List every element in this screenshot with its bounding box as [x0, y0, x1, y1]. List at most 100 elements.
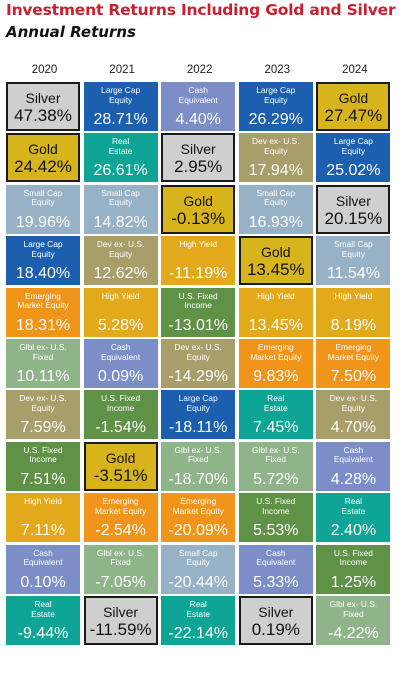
- cell-2024-dev-ex-u-s-equity: Dev ex- U.S. Equity 4.70%: [316, 390, 391, 440]
- asset-label: Glbl ex- U.S. Fixed: [252, 444, 300, 465]
- return-value: 4.40%: [175, 111, 221, 128]
- cell-2023-emerging-market-equity: Emerging Market Equity 9.83%: [238, 339, 313, 388]
- asset-label: Cash Equivalent: [333, 444, 373, 465]
- return-value: 1.25%: [330, 573, 377, 591]
- return-value: 8.19%: [330, 316, 377, 334]
- cell-2023-glbl-ex-u-s-fixed: Glbl ex- U.S. Fixed 5.72%: [238, 441, 313, 491]
- return-value: 27.47%: [324, 106, 383, 125]
- asset-label: Small Cap Equity: [178, 547, 218, 568]
- return-value: 7.51%: [20, 470, 66, 488]
- asset-label: Glbl ex- U.S. Fixed: [174, 444, 222, 465]
- return-value: 7.45%: [253, 419, 299, 437]
- return-value: 10.11%: [16, 368, 70, 385]
- asset-label: Silver: [258, 604, 294, 620]
- return-value: 5.53%: [253, 522, 299, 540]
- asset-label: Glbl ex- U.S. Fixed: [19, 342, 67, 362]
- cell-2022-small-cap-equity: Small Cap Equity -20.44%: [161, 544, 236, 594]
- return-value: 0.09%: [97, 368, 144, 385]
- asset-label: Dev ex- U.S. Equity: [329, 393, 378, 413]
- return-value: 0.19%: [251, 620, 300, 639]
- asset-label: Small Cap Equity: [101, 187, 140, 208]
- cell-2021-glbl-ex-u-s-fixed: Glbl ex- U.S. Fixed -7.05%: [83, 544, 158, 594]
- cell-2022-emerging-market-equity: Emerging Market Equity -20.09%: [161, 493, 236, 543]
- asset-label: Large Cap Equity: [101, 85, 141, 105]
- cell-2023-real-estate: Real Estate 7.45%: [238, 390, 313, 440]
- cell-2022-u-s-fixed-income: U.S. Fixed Income -13.01%: [161, 287, 236, 337]
- asset-label: Small Cap Equity: [256, 187, 296, 208]
- asset-label: Emerging Market Equity: [17, 290, 69, 311]
- cell-2020-u-s-fixed-income: U.S. Fixed Income 7.51%: [6, 441, 80, 491]
- return-value: -3.51%: [93, 465, 148, 485]
- asset-label: Cash Equivalent: [178, 85, 218, 105]
- cell-2024-cash-equivalent: Cash Equivalent 4.28%: [316, 441, 391, 491]
- year-header-2020: 2020: [31, 64, 58, 76]
- asset-label: Silver: [25, 90, 61, 106]
- cell-2020-emerging-market-equity: Emerging Market Equity 18.31%: [6, 287, 80, 337]
- return-value: 4.70%: [330, 419, 377, 437]
- chart-subtitle: Annual Returns: [6, 23, 136, 41]
- return-value: -7.05%: [95, 573, 146, 591]
- cell-2020-small-cap-equity: Small Cap Equity 19.96%: [6, 184, 80, 234]
- asset-label: Silver: [335, 192, 371, 209]
- return-value: 26.61%: [93, 162, 148, 180]
- asset-label: U.S. Fixed Income: [178, 290, 218, 311]
- cell-2021-cash-equivalent: Cash Equivalent 0.09%: [83, 339, 158, 388]
- return-value: 26.29%: [248, 111, 303, 128]
- return-value: -0.13%: [171, 208, 226, 228]
- return-value: 2.40%: [330, 522, 377, 540]
- return-value: -18.70%: [168, 470, 228, 488]
- return-value: 13.45%: [248, 316, 303, 334]
- returns-grid: 2020 Silver 47.38% Gold 24.42% Small Cap Equit…: [6, 62, 394, 695]
- cell-2020-glbl-ex-u-s-fixed: Glbl ex- U.S. Fixed 10.11%: [6, 339, 80, 388]
- cell-2024-real-estate: Real Estate 2.40%: [316, 493, 391, 543]
- return-value: 2.95%: [174, 157, 223, 177]
- asset-label: Gold: [261, 244, 291, 261]
- asset-label: Emerging Market Equity: [94, 496, 147, 516]
- year-header-2023: 2023: [264, 64, 291, 76]
- asset-label: Cash Equivalent: [256, 547, 296, 568]
- asset-label: Dev ex- U.S. Equity: [174, 342, 222, 362]
- cell-2022-glbl-ex-u-s-fixed: Glbl ex- U.S. Fixed -18.70%: [161, 441, 236, 491]
- cell-2023-dev-ex-u-s-equity: Dev ex- U.S. Equity 17.94%: [238, 133, 313, 183]
- return-value: 24.42%: [14, 157, 72, 177]
- return-value: 17.94%: [248, 162, 303, 180]
- year-header-2024: 2024: [342, 64, 368, 76]
- asset-label: Large Cap Equity: [178, 393, 218, 413]
- asset-label: Silver: [180, 141, 216, 158]
- return-value: 5.28%: [97, 316, 144, 334]
- cell-2022-gold: Gold -0.13%: [161, 184, 236, 234]
- return-value: 5.33%: [253, 573, 299, 591]
- cell-2020-real-estate: Real Estate -9.44%: [6, 596, 80, 645]
- cell-2023-cash-equivalent: Cash Equivalent 5.33%: [238, 544, 313, 594]
- return-value: -13.01%: [168, 316, 228, 334]
- asset-label: High Yield: [24, 496, 62, 507]
- return-value: 5.72%: [253, 470, 299, 488]
- return-value: 13.45%: [246, 260, 305, 280]
- asset-label: Cash Equivalent: [101, 342, 141, 362]
- cell-2024-emerging-market-equity: Emerging Market Equity 7.50%: [316, 339, 391, 388]
- return-value: -20.09%: [168, 522, 228, 540]
- asset-label: Real Estate: [341, 496, 366, 516]
- asset-label: Silver: [103, 604, 139, 620]
- cell-2022-large-cap-equity: Large Cap Equity -18.11%: [161, 390, 236, 440]
- cell-2022-dev-ex-u-s-equity: Dev ex- U.S. Equity -14.29%: [161, 339, 236, 388]
- asset-label: Gold: [28, 141, 58, 158]
- return-value: -2.54%: [95, 522, 146, 540]
- return-value: 7.50%: [330, 368, 377, 385]
- asset-label: Real Estate: [186, 599, 211, 619]
- return-value: 0.10%: [20, 573, 66, 591]
- asset-label: High Yield: [101, 290, 140, 301]
- return-value: -4.22%: [328, 625, 379, 642]
- asset-label: Large Cap Equity: [333, 136, 373, 156]
- asset-label: Real Estate: [108, 136, 133, 156]
- cell-2021-gold: Gold -3.51%: [83, 441, 158, 491]
- asset-label: Glbl ex- U.S. Fixed: [96, 547, 145, 568]
- asset-label: Large Cap Equity: [23, 239, 63, 259]
- cell-2021-emerging-market-equity: Emerging Market Equity -2.54%: [83, 493, 158, 543]
- cell-2020-dev-ex-u-s-equity: Dev ex- U.S. Equity 7.59%: [6, 390, 80, 440]
- return-value: 18.40%: [15, 265, 71, 283]
- asset-label: Emerging Market Equity: [250, 342, 302, 362]
- cell-2023-gold: Gold 13.45%: [238, 236, 313, 286]
- return-value: 20.15%: [324, 208, 383, 228]
- return-value: 16.93%: [248, 213, 303, 231]
